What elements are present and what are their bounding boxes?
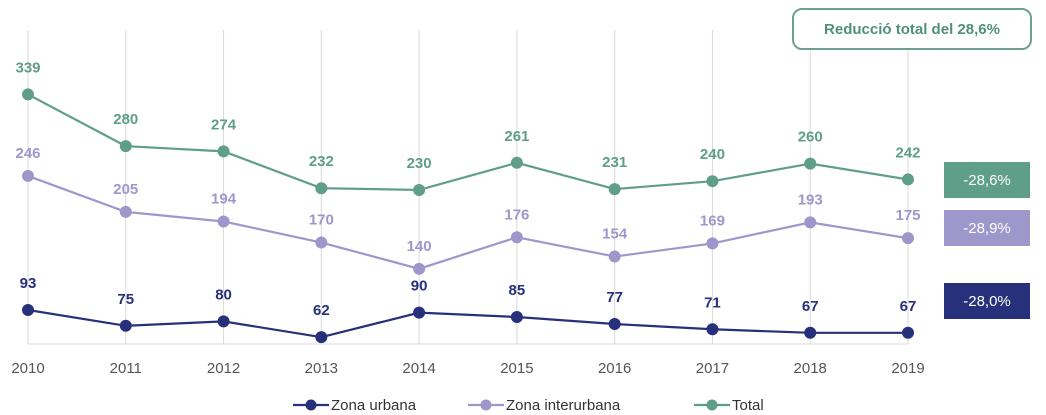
- legend-marker-total: [706, 399, 718, 411]
- x-tick-label-2013: 2013: [305, 360, 338, 377]
- point-urbana-2015: [510, 311, 523, 324]
- point-total-2016: [608, 183, 621, 196]
- data-label-urbana-2012: 80: [215, 286, 232, 303]
- point-urbana-2012: [217, 315, 230, 328]
- total-reduction-box: Reducció total del 28,6%: [792, 8, 1032, 50]
- x-tick-label-2012: 2012: [207, 360, 240, 377]
- legend-marker-interurbana: [480, 399, 492, 411]
- data-label-urbana-2014: 90: [411, 278, 428, 295]
- point-interurbana-2014: [413, 262, 426, 275]
- data-label-total-2015: 261: [504, 128, 529, 145]
- x-tick-label-2014: 2014: [402, 360, 435, 377]
- legend-label-urbana: Zona urbana: [331, 397, 417, 414]
- data-label-total-2010: 339: [15, 59, 40, 76]
- point-urbana-2011: [119, 319, 132, 332]
- point-interurbana-2015: [510, 231, 523, 244]
- data-label-urbana-2017: 71: [704, 294, 721, 311]
- data-label-total-2019: 242: [895, 144, 920, 161]
- x-tick-label-2016: 2016: [598, 360, 631, 377]
- data-label-urbana-2015: 85: [509, 282, 526, 299]
- point-urbana-2013: [315, 331, 328, 344]
- data-label-total-2012: 274: [211, 116, 237, 133]
- point-total-2013: [315, 182, 328, 195]
- point-urbana-2014: [413, 306, 426, 319]
- x-tick-label-2018: 2018: [794, 360, 827, 377]
- data-label-urbana-2016: 77: [606, 289, 623, 306]
- point-total-2017: [706, 175, 719, 188]
- x-tick-label-2010: 2010: [11, 360, 44, 377]
- data-label-urbana-2010: 93: [20, 275, 37, 292]
- point-urbana-2017: [706, 323, 719, 336]
- legend-label-interurbana: Zona interurbana: [506, 397, 621, 414]
- point-interurbana-2018: [804, 216, 817, 229]
- data-label-total-2017: 240: [700, 146, 725, 163]
- data-label-urbana-2011: 75: [117, 291, 134, 308]
- data-label-interurbana-2015: 176: [504, 206, 529, 223]
- data-label-urbana-2019: 67: [900, 298, 917, 315]
- point-total-2015: [510, 156, 523, 169]
- series-line-total: [27, 93, 909, 192]
- data-label-interurbana-2011: 205: [113, 181, 138, 198]
- x-tick-label-2017: 2017: [696, 360, 729, 377]
- data-label-interurbana-2010: 246: [15, 145, 40, 162]
- point-total-2012: [217, 145, 230, 158]
- data-label-interurbana-2018: 193: [798, 191, 823, 208]
- point-interurbana-2010: [22, 169, 34, 182]
- data-label-total-2016: 231: [602, 154, 627, 171]
- urbana-change-badge: -28,0%: [944, 283, 1030, 319]
- point-urbana-2019: [902, 326, 914, 339]
- x-tick-label-2019: 2019: [891, 360, 924, 377]
- point-interurbana-2012: [217, 215, 230, 228]
- data-label-urbana-2018: 67: [802, 298, 819, 315]
- data-label-urbana-2013: 62: [313, 302, 330, 319]
- series-line-urbana: [27, 308, 908, 339]
- data-label-interurbana-2016: 154: [602, 226, 628, 243]
- legend-marker-urbana: [305, 399, 317, 411]
- point-urbana-2010: [22, 304, 34, 317]
- interurbana-change-badge: -28,9%: [944, 210, 1030, 246]
- point-total-2010: [22, 88, 34, 101]
- data-label-interurbana-2019: 175: [895, 207, 920, 224]
- point-interurbana-2017: [706, 237, 719, 250]
- data-label-total-2018: 260: [798, 129, 823, 146]
- x-tick-label-2011: 2011: [110, 360, 142, 377]
- data-label-interurbana-2012: 194: [211, 190, 237, 207]
- data-label-interurbana-2013: 170: [309, 212, 334, 229]
- data-label-total-2011: 280: [113, 111, 138, 128]
- point-urbana-2018: [804, 326, 817, 339]
- data-label-total-2013: 232: [309, 153, 334, 170]
- x-tick-label-2015: 2015: [500, 360, 533, 377]
- data-label-interurbana-2017: 169: [700, 212, 725, 229]
- point-total-2014: [413, 183, 426, 196]
- total-change-badge: -28,6%: [944, 162, 1030, 198]
- series-line-interurbana: [27, 174, 909, 270]
- legend-label-total: Total: [732, 397, 764, 414]
- point-total-2019: [902, 173, 914, 186]
- point-interurbana-2013: [315, 236, 328, 249]
- data-label-interurbana-2014: 140: [407, 238, 432, 255]
- point-interurbana-2011: [119, 205, 132, 218]
- point-interurbana-2016: [608, 250, 621, 263]
- point-urbana-2016: [608, 318, 621, 331]
- data-label-total-2014: 230: [407, 155, 432, 172]
- point-total-2018: [804, 157, 817, 170]
- point-interurbana-2019: [902, 232, 914, 245]
- point-total-2011: [119, 140, 132, 153]
